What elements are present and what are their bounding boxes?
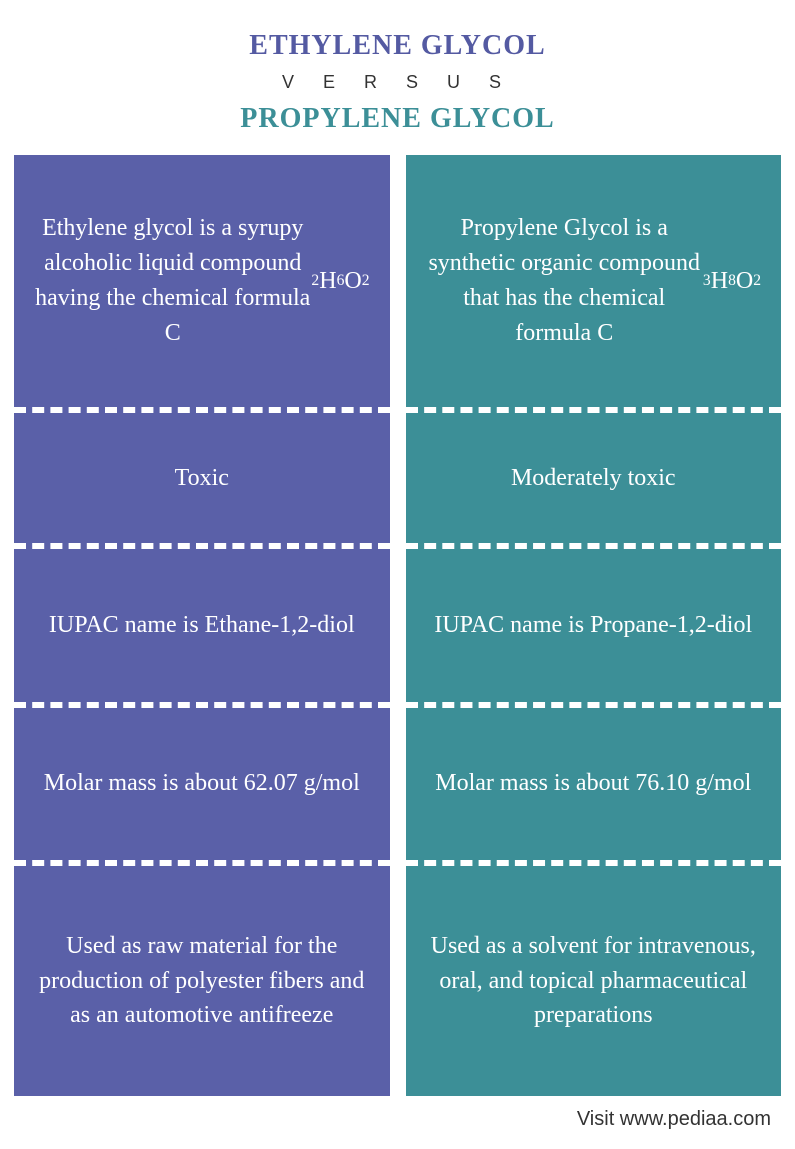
- versus-label: V E R S U S: [20, 72, 775, 93]
- title-propylene: PROPYLENE GLYCOL: [20, 103, 775, 135]
- footer-text: Visit www.pediaa.com: [577, 1108, 771, 1130]
- ethylene-iupac: IUPAC name is Ethane-1,2-diol: [14, 549, 390, 707]
- ethylene-column: Ethylene glycol is a syrupy alcoholic li…: [14, 155, 390, 1096]
- ethylene-toxicity: Toxic: [14, 413, 390, 549]
- header: ETHYLENE GLYCOL V E R S U S PROPYLENE GL…: [0, 0, 795, 155]
- ethylene-uses: Used as raw material for the production …: [14, 866, 390, 1096]
- propylene-uses: Used as a solvent for intravenous, oral,…: [406, 866, 782, 1096]
- ethylene-definition: Ethylene glycol is a syrupy alcoholic li…: [14, 155, 390, 413]
- propylene-toxicity: Moderately toxic: [406, 413, 782, 549]
- propylene-molar-mass: Molar mass is about 76.10 g/mol: [406, 708, 782, 866]
- comparison-columns: Ethylene glycol is a syrupy alcoholic li…: [0, 155, 795, 1096]
- propylene-definition: Propylene Glycol is a synthetic organic …: [406, 155, 782, 413]
- propylene-column: Propylene Glycol is a synthetic organic …: [406, 155, 782, 1096]
- propylene-iupac: IUPAC name is Propane-1,2-diol: [406, 549, 782, 707]
- footer: Visit www.pediaa.com: [0, 1096, 795, 1149]
- ethylene-molar-mass: Molar mass is about 62.07 g/mol: [14, 708, 390, 866]
- title-ethylene: ETHYLENE GLYCOL: [20, 30, 775, 62]
